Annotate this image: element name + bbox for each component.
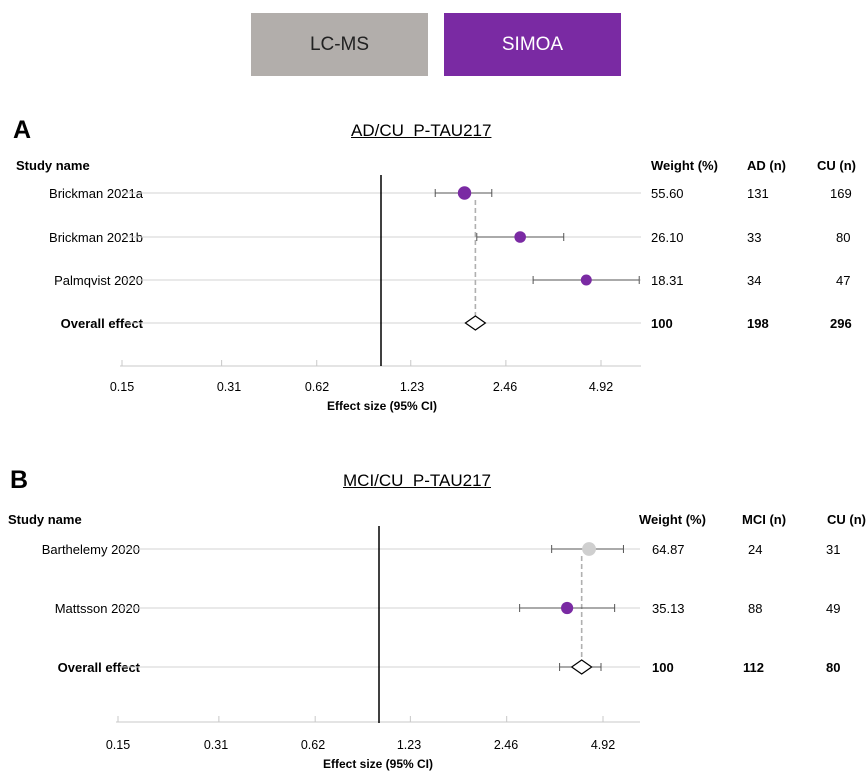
overall-label: Overall effect	[60, 316, 143, 331]
weight-value: 35.13	[652, 601, 685, 616]
study-name: Barthelemy 2020	[41, 542, 140, 557]
panel-b-col-study: Study name	[8, 512, 82, 527]
n1-value: 88	[748, 601, 763, 616]
n1-total: 198	[747, 316, 769, 331]
x-tick-label: 0.15	[109, 380, 135, 394]
study-name: Palmqvist 2020	[54, 273, 143, 288]
effect-point	[514, 231, 526, 243]
x-tick-label: 0.15	[105, 738, 131, 752]
study-name: Mattsson 2020	[54, 601, 140, 616]
n2-value: 47	[836, 273, 851, 288]
effect-point	[582, 542, 596, 556]
weight-total: 100	[651, 316, 673, 331]
legend-simoa: SIMOA	[444, 13, 621, 76]
x-tick-label: 1.23	[399, 380, 425, 394]
n1-value: 24	[748, 542, 763, 557]
n1-value: 33	[747, 230, 762, 245]
n1-value: 34	[747, 273, 762, 288]
overall-diamond	[464, 315, 487, 331]
panel-a-col-n1: AD (n)	[747, 158, 786, 173]
x-tick-label: 0.62	[300, 738, 326, 752]
overall-label: Overall effect	[57, 660, 140, 675]
n2-value: 49	[826, 601, 841, 616]
n1-value: 131	[747, 186, 769, 201]
weight-value: 64.87	[652, 542, 685, 557]
x-tick-label: 0.62	[304, 380, 330, 394]
study-name: Brickman 2021a	[49, 186, 143, 201]
weight-value: 26.10	[651, 230, 684, 245]
x-tick-label: 0.31	[216, 380, 242, 394]
x-tick-label: 1.23	[396, 738, 422, 752]
panel-a-title: AD/CU P-TAU217	[351, 121, 492, 140]
x-tick-label: 4.92	[590, 738, 616, 752]
x-axis-label: Effect size (95% CI)	[322, 757, 434, 771]
panel-a-col-n2: CU (n)	[817, 158, 856, 173]
panel-a-col-study: Study name	[16, 158, 90, 173]
panel-b-col-n2: CU (n)	[827, 512, 866, 527]
weight-value: 55.60	[651, 186, 684, 201]
panel-a-col-weight: Weight (%)	[651, 158, 718, 173]
effect-point	[561, 601, 574, 615]
legend-lcms: LC-MS	[251, 13, 428, 76]
n1-total: 112	[743, 660, 764, 675]
panel-a-letter: A	[13, 116, 32, 144]
n2-total: 296	[830, 316, 852, 331]
x-tick-label: 0.31	[203, 738, 229, 752]
n2-value: 169	[830, 186, 852, 201]
overall-diamond	[570, 659, 593, 675]
effect-point	[457, 186, 472, 200]
weight-value: 18.31	[651, 273, 684, 288]
n2-value: 80	[836, 230, 851, 245]
x-axis-label: Effect size (95% CI)	[326, 399, 438, 413]
x-tick-label: 2.46	[493, 738, 519, 752]
panel-b-title: MCI/CU P-TAU217	[343, 471, 491, 490]
x-tick-label: 4.92	[588, 380, 614, 394]
panel-b-col-weight: Weight (%)	[639, 512, 706, 527]
study-name: Brickman 2021b	[49, 230, 143, 245]
panel-b-letter: B	[10, 466, 29, 494]
n2-total: 80	[826, 660, 841, 675]
weight-total: 100	[652, 660, 674, 675]
x-tick-label: 2.46	[492, 380, 518, 394]
n2-value: 31	[826, 542, 841, 557]
effect-point	[580, 274, 592, 286]
panel-b-col-n1: MCI (n)	[742, 512, 787, 527]
